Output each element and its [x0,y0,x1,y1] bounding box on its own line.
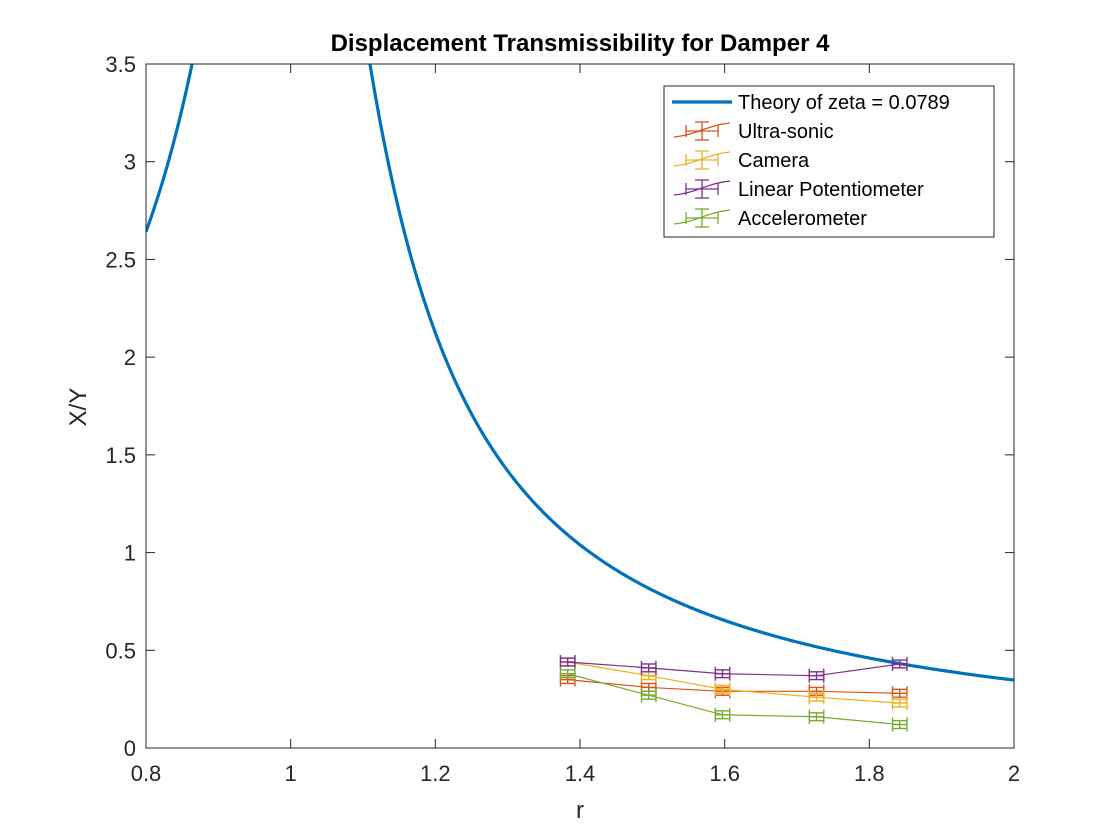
series-camera [559,655,908,711]
y-tick-label: 1.5 [105,443,136,468]
x-tick-label: 0.8 [131,761,162,786]
series-line [567,661,900,677]
legend-label: Ultra-sonic [738,121,834,143]
x-tick-label: 1.8 [854,761,885,786]
error-bar-point [808,690,825,705]
legend-item: Linear Potentiometer [673,179,924,201]
error-bar-point [808,668,825,683]
legend-item: Ultra-sonic [673,121,834,143]
y-tick-label: 2.5 [105,247,136,272]
series-ultra-sonic [559,672,908,701]
legend-label: Linear Potentiometer [738,179,924,201]
chart-title: Displacement Transmissibility for Damper… [331,30,830,57]
series-accelerometer [559,666,908,732]
axes: 0.8 1 1.2 1.4 1.6 1.8 2 0 0.5 1 1.5 2 2.5 3 3.5 [105,52,1020,786]
error-bar-point [559,666,576,681]
error-bar-point [714,666,731,681]
x-tick-label: 1.2 [420,761,451,786]
x-tick-label: 1.4 [565,761,596,786]
legend-item: Camera [673,150,810,172]
y-tick-label: 0.5 [105,638,136,663]
legend-label: Theory of zeta = 0.0789 [738,92,950,114]
legend-swatch-errorbar [673,208,731,228]
legend-swatch-errorbar [673,121,731,141]
error-bar-point [808,709,825,724]
y-tick-label: 3 [124,150,136,175]
y-tick-label: 0 [124,736,136,761]
series-linear-potentiometer [559,655,908,683]
error-bar-point [640,688,657,703]
y-tick-label: 2 [124,345,136,370]
error-bar-point [891,717,908,732]
error-bar-point [891,686,908,701]
x-tick-label: 2 [1008,761,1020,786]
x-axis-label: r [576,797,584,824]
legend-item: Theory of zeta = 0.0789 [672,92,950,114]
x-tick-label: 1 [285,761,297,786]
legend-swatch-errorbar [673,150,731,170]
error-bar-point [714,707,731,722]
legend-label: Accelerometer [738,208,867,230]
series-line [567,661,900,704]
error-bar-point [559,655,576,670]
legend-label: Camera [738,150,810,172]
error-bar-point [714,682,731,697]
legend-swatch-errorbar [673,179,731,199]
x-tick-label: 1.6 [709,761,740,786]
legend-item: Accelerometer [673,208,867,230]
error-bar-point [891,696,908,711]
y-tick-label: 1 [124,541,136,566]
plot-area [146,64,1014,732]
error-bar-point [640,660,657,675]
theory-curve [146,64,1014,682]
legend: Theory of zeta = 0.0789 Ultra-sonic Camera… [663,85,995,238]
error-bar-point [891,656,908,671]
y-tick-label: 3.5 [105,52,136,77]
y-axis-label: X/Y [65,388,92,427]
